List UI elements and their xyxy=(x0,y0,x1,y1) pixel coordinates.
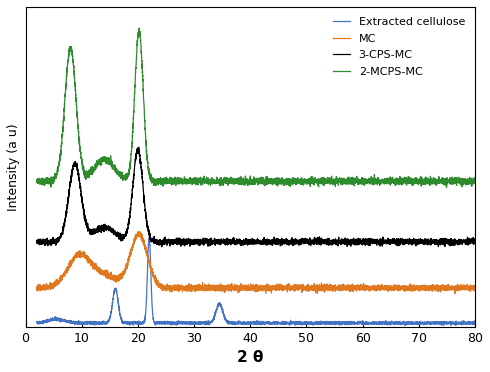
MC xyxy=(319,288,325,293)
Extracted cellulose xyxy=(472,321,478,326)
Extracted cellulose xyxy=(201,319,207,324)
3-CPS-MC xyxy=(297,241,303,246)
2-MCPS-MC xyxy=(136,26,142,31)
X-axis label: 2 θ: 2 θ xyxy=(237,350,264,365)
Line: 3-CPS-MC: 3-CPS-MC xyxy=(37,147,475,247)
2-MCPS-MC xyxy=(297,177,303,182)
MC xyxy=(34,286,40,291)
Extracted cellulose xyxy=(319,320,325,325)
3-CPS-MC xyxy=(436,244,441,249)
3-CPS-MC xyxy=(201,241,207,246)
2-MCPS-MC xyxy=(201,180,207,185)
3-CPS-MC xyxy=(361,240,367,244)
MC xyxy=(297,283,303,287)
MC xyxy=(394,285,400,289)
Legend: Extracted cellulose, MC, 3-CPS-MC, 2-MCPS-MC: Extracted cellulose, MC, 3-CPS-MC, 2-MCP… xyxy=(329,13,469,81)
2-MCPS-MC xyxy=(319,180,325,185)
Extracted cellulose xyxy=(113,288,119,293)
Extracted cellulose xyxy=(297,321,303,326)
2-MCPS-MC xyxy=(472,182,478,186)
Extracted cellulose xyxy=(453,323,459,327)
2-MCPS-MC xyxy=(113,166,119,171)
3-CPS-MC xyxy=(472,240,478,244)
2-MCPS-MC xyxy=(361,180,367,185)
MC xyxy=(452,291,458,296)
MC xyxy=(113,273,119,278)
3-CPS-MC xyxy=(135,145,141,150)
MC xyxy=(472,285,478,289)
3-CPS-MC xyxy=(34,241,40,245)
3-CPS-MC xyxy=(113,232,119,237)
2-MCPS-MC xyxy=(443,186,449,190)
Extracted cellulose xyxy=(147,235,152,240)
Y-axis label: Intensity (a u): Intensity (a u) xyxy=(7,123,20,211)
MC xyxy=(361,286,367,290)
MC xyxy=(136,230,142,234)
2-MCPS-MC xyxy=(34,179,40,184)
2-MCPS-MC xyxy=(394,177,400,182)
Line: MC: MC xyxy=(37,232,475,294)
3-CPS-MC xyxy=(394,240,400,245)
Line: 2-MCPS-MC: 2-MCPS-MC xyxy=(37,28,475,188)
Extracted cellulose xyxy=(361,321,367,326)
3-CPS-MC xyxy=(319,241,325,246)
Extracted cellulose xyxy=(34,320,40,325)
Extracted cellulose xyxy=(394,321,400,326)
Line: Extracted cellulose: Extracted cellulose xyxy=(37,238,475,325)
MC xyxy=(201,284,207,288)
